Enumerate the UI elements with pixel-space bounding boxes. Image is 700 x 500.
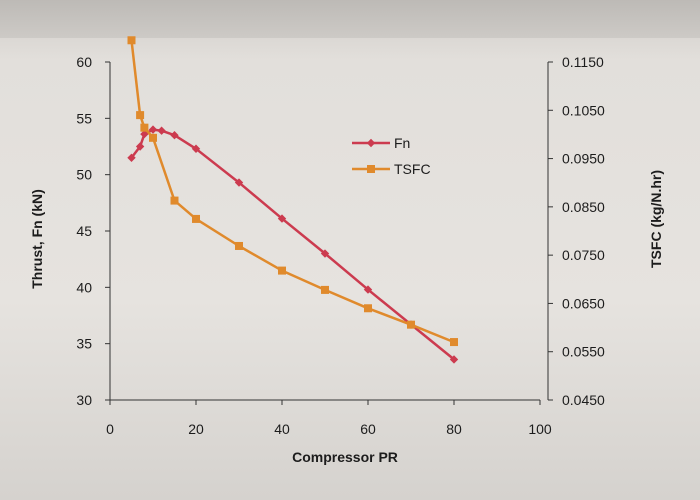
- x-tick-label: 100: [528, 421, 552, 437]
- series-line-tsfc: [130, 40, 455, 344]
- data-point-fn: [234, 178, 244, 187]
- series: [127, 36, 459, 364]
- y-right-tick-label: 0.0550: [562, 344, 605, 360]
- data-point-tsfc: [321, 285, 329, 294]
- data-point-tsfc: [235, 241, 243, 250]
- data-point-fn: [157, 126, 166, 135]
- data-point-tsfc: [170, 196, 179, 205]
- legend: Fn TSFC: [352, 135, 431, 177]
- legend-label: Fn: [394, 135, 410, 151]
- axes: [109, 62, 549, 401]
- data-point-tsfc: [278, 266, 286, 275]
- data-point-tsfc: [364, 304, 372, 313]
- legend-marker: [366, 138, 376, 148]
- x-tick-label: 0: [106, 421, 114, 437]
- data-point-tsfc: [127, 36, 136, 45]
- data-point-fn: [127, 153, 136, 162]
- data-point-fn: [191, 144, 201, 153]
- y-right-tick-label: 0.0450: [562, 392, 605, 408]
- y-right-tick-label: 0.0750: [562, 247, 605, 263]
- y-left-tick-label: 45: [76, 223, 92, 239]
- legend-marker: [367, 165, 375, 173]
- page-top-strip: [0, 0, 700, 38]
- x-tick-label: 60: [360, 421, 376, 437]
- data-point-fn: [170, 131, 179, 140]
- data-point-fn: [449, 355, 459, 364]
- y-right-tick-label: 0.1150: [562, 54, 604, 70]
- data-point-fn: [277, 214, 287, 223]
- ticks: 0 20 40 60 80 100 30 35 40 45 50 55 60 0.0450 0.0550 0.…: [76, 54, 605, 437]
- y-left-tick-label: 50: [76, 167, 92, 183]
- data-point-fn: [135, 142, 145, 151]
- y-right-tick-label: 0.0850: [562, 199, 605, 215]
- data-point-fn: [363, 285, 373, 294]
- y-right-tick-label: 0.1050: [562, 102, 605, 118]
- x-tick-label: 80: [446, 421, 462, 437]
- y-left-tick-label: 55: [76, 110, 92, 126]
- x-tick-label: 40: [274, 421, 290, 437]
- data-point-fn: [148, 125, 158, 134]
- data-point-tsfc: [407, 320, 415, 329]
- data-point-tsfc: [450, 338, 458, 347]
- y-left-tick-label: 60: [76, 54, 92, 70]
- data-point-fn: [320, 249, 330, 258]
- y-left-tick-label: 35: [76, 336, 92, 352]
- legend-label: TSFC: [394, 161, 431, 177]
- y-right-axis-title: TSFC (kg/N.hr): [648, 170, 664, 268]
- x-axis-title: Compressor PR: [292, 449, 398, 465]
- y-right-tick-label: 0.0650: [562, 295, 605, 311]
- y-left-tick-label: 40: [76, 279, 92, 295]
- x-tick-label: 20: [188, 421, 204, 437]
- y-left-tick-label: 30: [76, 392, 92, 408]
- data-point-tsfc: [136, 111, 145, 120]
- data-point-tsfc: [149, 133, 157, 142]
- data-point-tsfc: [192, 214, 200, 223]
- y-right-tick-label: 0.0950: [562, 151, 605, 167]
- y-left-axis-title: Thrust, Fn (kN): [29, 189, 45, 289]
- data-point-tsfc: [140, 123, 149, 132]
